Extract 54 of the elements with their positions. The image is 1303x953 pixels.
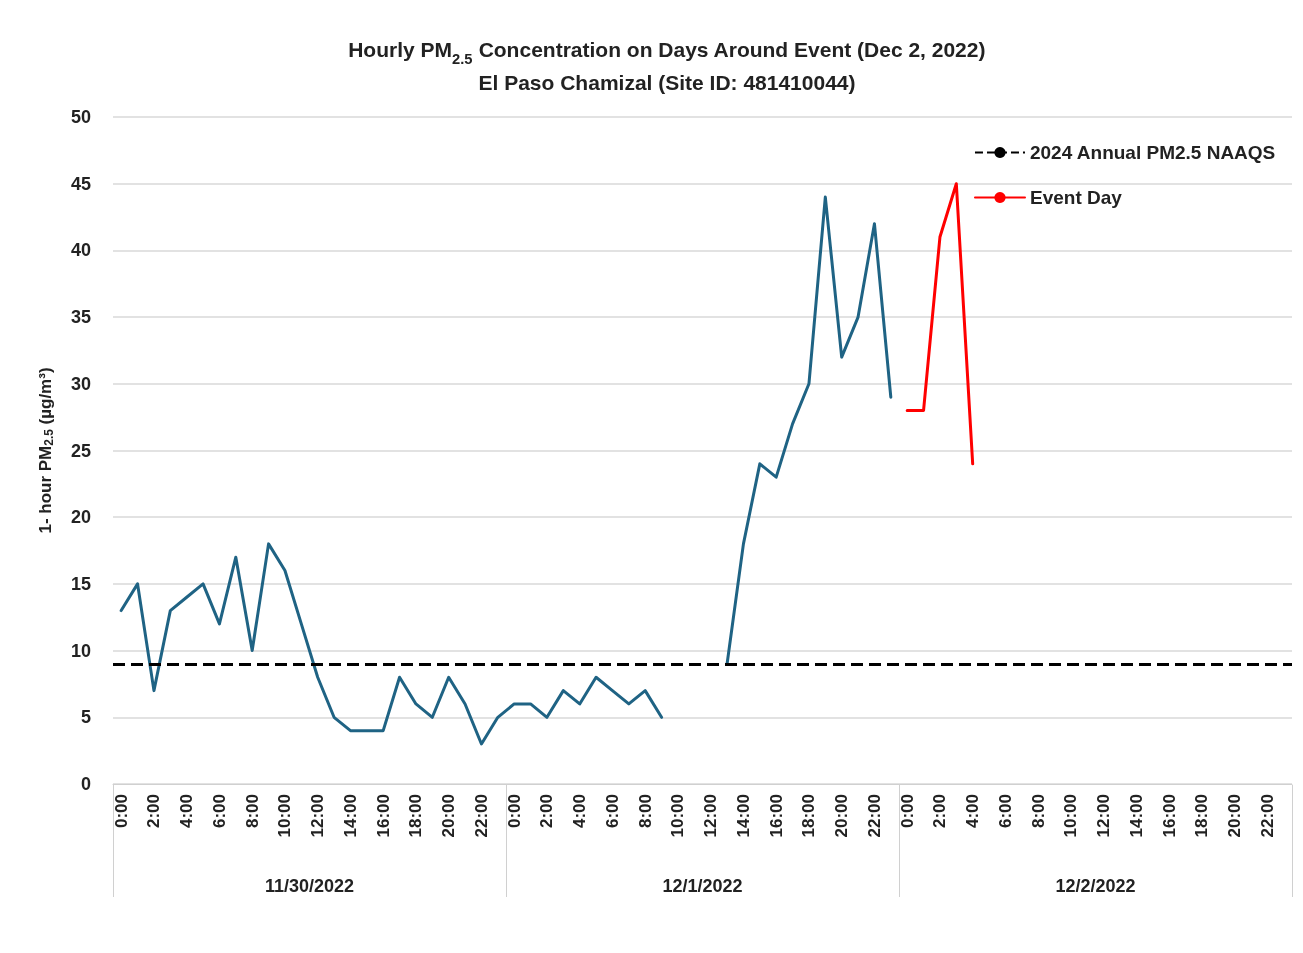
text: 11/30/2022	[264, 876, 355, 896]
x-tick-label: 0:00	[111, 794, 131, 829]
legend-label: Event Day	[1029, 187, 1123, 208]
x-tick-label: 4:00	[570, 794, 590, 829]
y-tick-label: 35	[70, 307, 91, 328]
y-tick-label: 5	[80, 707, 91, 728]
x-tick-label: 4:00	[963, 794, 983, 829]
x-tick-label: 8:00	[635, 794, 655, 829]
y-tick-label: 25	[70, 440, 91, 461]
x-tick-label: 2:00	[144, 794, 164, 829]
x-tick-label: 10:00	[668, 794, 688, 838]
y-tick-label: 10	[70, 640, 91, 661]
x-tick-label: 22:00	[1257, 794, 1277, 838]
x-tick-label: 16:00	[373, 794, 393, 838]
x-tick-label: 6:00	[209, 794, 229, 829]
text: 12/1/2022	[662, 876, 743, 896]
x-tick-label: 18:00	[406, 794, 426, 838]
x-tick-label: 14:00	[733, 794, 753, 838]
x-tick-label: 20:00	[439, 794, 459, 838]
x-tick-label: 10:00	[275, 794, 295, 838]
x-tick-label: 8:00	[242, 794, 262, 829]
x-tick-label: 14:00	[340, 794, 360, 838]
x-tick-label: 2:00	[930, 794, 950, 829]
x-tick-label: 6:00	[602, 794, 622, 829]
y-tick-label: 20	[70, 507, 91, 528]
x-tick-label: 20:00	[832, 794, 852, 838]
x-tick-label: 22:00	[471, 794, 491, 838]
y-tick-label: 40	[70, 240, 91, 261]
y-tick-label: 0	[80, 774, 91, 794]
x-tick-label: 18:00	[799, 794, 819, 838]
y-tick-label: 30	[70, 373, 91, 394]
x-tick-label: 8:00	[1028, 794, 1048, 829]
x-tick-label: 12:00	[1094, 794, 1114, 838]
x-tick-label: 18:00	[1192, 794, 1212, 838]
x-tick-label: 4:00	[177, 794, 197, 829]
x-tick-label: 16:00	[1159, 794, 1179, 838]
x-tick-label: 0:00	[504, 794, 524, 829]
x-tick-label: 6:00	[995, 794, 1015, 829]
y-axis-title: 1- hour PM2.5 (µg/m³)	[35, 367, 56, 534]
x-tick-label: 20:00	[1225, 794, 1245, 838]
y-tick-label: 15	[70, 573, 91, 594]
text: 12/2/2022	[1055, 876, 1136, 896]
x-tick-label: 12:00	[308, 794, 328, 838]
legend-label: 2024 Annual PM2.5 NAAQS	[1029, 142, 1276, 163]
x-tick-label: 12:00	[701, 794, 721, 838]
y-tick-label: 45	[70, 173, 91, 194]
line-series	[905, 182, 975, 466]
x-tick-label: 22:00	[864, 794, 884, 838]
x-tick-label: 14:00	[1126, 794, 1146, 838]
x-tick-label: 10:00	[1061, 794, 1081, 838]
x-tick-label: 16:00	[766, 794, 786, 838]
y-tick-label: 50	[70, 107, 91, 127]
x-tick-label: 2:00	[537, 794, 557, 829]
x-tick-label: 0:00	[897, 794, 917, 829]
